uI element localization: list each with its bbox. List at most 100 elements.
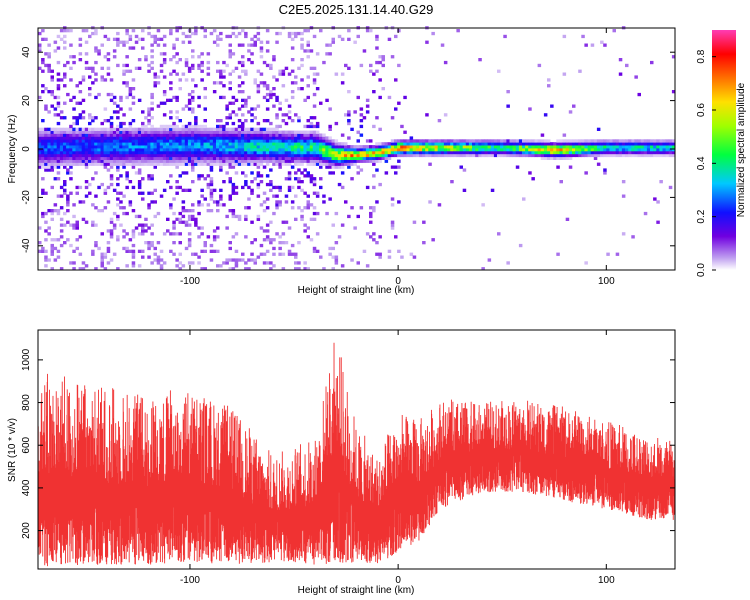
spectrogram-cell — [116, 116, 120, 120]
spectrogram-cell — [84, 165, 89, 169]
spectrogram-cell — [134, 156, 139, 160]
spectrogram-cell — [41, 58, 45, 62]
spectrogram-cell — [247, 139, 251, 143]
spectrogram-cell — [618, 150, 623, 155]
spectrogram-cell — [365, 104, 370, 108]
spectrogram-cell — [643, 150, 648, 155]
spectrogram-cell — [175, 116, 179, 120]
spectrogram-cell — [69, 43, 73, 47]
spectrogram-cell — [84, 127, 89, 131]
spectrogram-cell — [200, 63, 204, 68]
spectrogram-cell — [237, 148, 242, 152]
spectrogram-cell — [394, 165, 398, 169]
spectrogram-cell — [194, 156, 198, 160]
spectrogram-cell — [397, 142, 401, 146]
colorbar: 0.00.20.40.60.8 Normalized spectral ampl… — [696, 30, 747, 277]
spectrogram-cell — [300, 37, 304, 41]
spectrogram-cell — [621, 153, 626, 158]
spectrogram-cell — [75, 238, 79, 242]
spectrogram-cell — [259, 180, 264, 184]
spectrogram-cell — [112, 188, 117, 192]
spectrogram-cell — [128, 37, 133, 41]
spectrogram-cell — [137, 171, 142, 175]
spectrogram-cell — [100, 127, 104, 131]
spectrogram-cell — [162, 188, 167, 192]
spectrogram-cell — [78, 145, 83, 149]
spectrogram-cell — [237, 214, 242, 219]
spectrogram-cell — [63, 191, 67, 195]
spectrogram-cell — [603, 168, 607, 172]
spectrogram-cell — [315, 124, 320, 129]
spectrogram-cell — [340, 142, 345, 146]
spectrogram-cell — [150, 43, 154, 47]
spectrogram-cell — [462, 168, 467, 172]
spectrogram-cell — [225, 139, 229, 143]
spectrogram-cell — [334, 156, 339, 160]
spectrogram-cell — [403, 130, 407, 134]
spectrogram-cell — [356, 150, 360, 155]
spectrogram-cell — [275, 150, 279, 155]
spectrogram-cell — [503, 142, 507, 146]
spectrogram-cell — [187, 66, 192, 70]
spectrogram-cell — [231, 182, 236, 187]
spectrogram-cell — [290, 156, 295, 160]
spectrogram-cell — [272, 252, 276, 256]
spectrogram-cell — [309, 142, 314, 146]
spectrogram-cell — [194, 31, 198, 36]
spectrogram-cell — [122, 153, 126, 158]
spectrogram-cell — [269, 150, 273, 155]
spectrogram-cell — [63, 29, 67, 33]
spectrogram-cell — [66, 203, 70, 207]
spectrogram-cell — [287, 226, 292, 230]
spectrogram-cell — [66, 136, 70, 140]
spectrogram-cell — [72, 267, 76, 271]
spectrogram-cell — [297, 136, 301, 140]
spectrogram-cell — [53, 165, 58, 169]
spectrogram-cell — [306, 156, 310, 160]
spectrogram-cell — [319, 145, 323, 149]
spectrogram-cell — [262, 145, 267, 149]
spectrogram-cell — [84, 148, 89, 152]
spectrogram-cell — [219, 142, 223, 146]
spectrogram-cell — [53, 246, 58, 251]
spectrogram-cell — [78, 133, 83, 137]
spectrogram-cell — [306, 145, 310, 149]
spectrogram-cell — [131, 185, 136, 190]
spectrogram-cell — [184, 139, 189, 143]
spectrogram-cell — [175, 180, 179, 184]
spectrogram-cell — [643, 145, 648, 149]
spectrogram-cell — [437, 139, 442, 143]
spectrogram-cell — [41, 162, 45, 166]
spectrogram-cell — [222, 60, 226, 65]
spectrogram-cell — [84, 220, 89, 224]
spectrogram-cell — [565, 145, 570, 149]
spectrogram-cell — [265, 261, 270, 265]
spectrogram-cell — [309, 133, 314, 137]
spectrogram-cell — [209, 194, 214, 198]
spectrogram-cell — [621, 148, 626, 152]
spectrogram-cell — [525, 145, 529, 149]
spectrogram-x-label: Height of straight line (km) — [298, 285, 415, 296]
spectrogram-cell — [584, 261, 588, 265]
spectrogram-cell — [593, 153, 598, 158]
spectrogram-cell — [103, 142, 108, 146]
spectrogram-cell — [63, 153, 67, 158]
spectrogram-cell — [322, 200, 326, 204]
spectrogram-cell — [131, 46, 136, 50]
spectrogram-cell — [269, 121, 273, 126]
colorbar-tick-label: 0.0 — [696, 263, 707, 277]
spectrogram-cell — [497, 150, 501, 155]
spectrogram-cell — [247, 43, 251, 47]
spectrogram-cell — [175, 124, 179, 129]
spectrogram-cell — [659, 139, 663, 143]
spectrogram-cell — [219, 136, 223, 140]
spectrogram-cell — [144, 55, 148, 59]
spectrogram-cell — [331, 148, 335, 152]
spectrogram-cell — [103, 267, 108, 271]
spectrogram-cell — [128, 145, 133, 149]
spectrogram-cell — [375, 37, 379, 41]
spectrogram-cell — [44, 264, 48, 268]
spectrogram-cell — [231, 159, 236, 163]
spectrogram-cell — [63, 182, 67, 187]
spectrogram-cell — [159, 63, 164, 68]
